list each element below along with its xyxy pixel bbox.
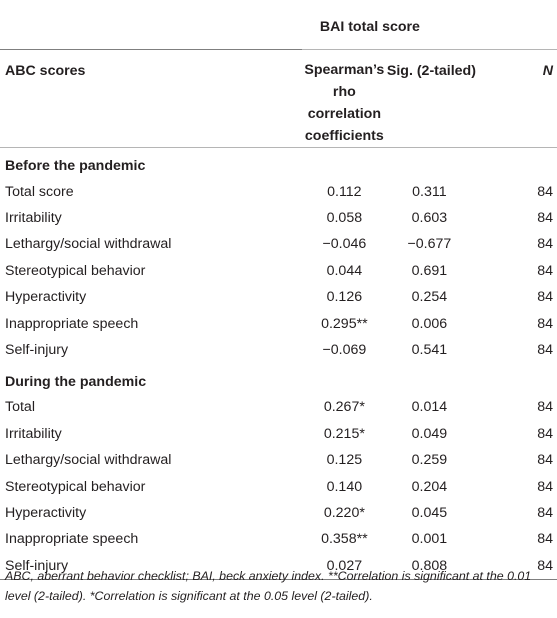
table-row: Lethargy/social withdrawal −0.046 −0.677 84 bbox=[0, 231, 557, 257]
table-row: Stereotypical behavior 0.044 0.691 84 bbox=[0, 258, 557, 284]
sig-value: 0.014 bbox=[411, 399, 448, 416]
section-title: Before the pandemic bbox=[0, 147, 557, 179]
row-label: Inappropriate speech bbox=[5, 315, 139, 332]
row-label: Lethargy/social withdrawal bbox=[5, 236, 172, 253]
sig-value: 0.204 bbox=[411, 478, 448, 495]
row-label: Stereotypical behavior bbox=[5, 262, 146, 279]
section-header-row: During the pandemic bbox=[0, 363, 557, 394]
rho-value: 0.358** bbox=[321, 531, 368, 548]
sig-value: 0.259 bbox=[411, 452, 448, 469]
column-header-abc: ABC scores bbox=[0, 49, 302, 148]
n-value: 84 bbox=[537, 236, 553, 253]
column-header-n: N bbox=[471, 49, 557, 148]
rho-value: 0.215* bbox=[323, 425, 365, 442]
row-label: Irritability bbox=[5, 210, 62, 227]
row-label: Self-injury bbox=[0, 552, 302, 580]
column-header-row: ABC scores Spearman’s rho correlation co… bbox=[0, 49, 557, 148]
rho-value: 0.295** bbox=[321, 315, 368, 332]
sig-value: 0.006 bbox=[411, 315, 448, 332]
sig-value: 0.045 bbox=[411, 504, 448, 521]
rho-value: 0.044 bbox=[326, 262, 363, 279]
table-row: Self-injury 0.027 0.808 84 bbox=[0, 552, 557, 580]
row-label: Lethargy/social withdrawal bbox=[5, 452, 172, 469]
sig-value: 0.541 bbox=[411, 342, 448, 359]
n-value: 84 bbox=[537, 399, 553, 416]
sig-value: 0.691 bbox=[411, 262, 448, 279]
sig-value: 0.808 bbox=[386, 552, 472, 580]
n-value: 84 bbox=[537, 478, 553, 495]
sig-value: 0.049 bbox=[411, 425, 448, 442]
row-label: Total score bbox=[5, 183, 74, 200]
table-row: Stereotypical behavior 0.140 0.204 84 bbox=[0, 473, 557, 499]
table-row: Total score 0.112 0.311 84 bbox=[0, 179, 557, 205]
section-title: During the pandemic bbox=[5, 373, 147, 390]
sig-value: 0.001 bbox=[411, 531, 448, 548]
table-row: Irritability 0.058 0.603 84 bbox=[0, 205, 557, 231]
section-header-row: Before the pandemic bbox=[0, 147, 557, 179]
n-value: 84 bbox=[537, 262, 553, 279]
n-value: 84 bbox=[537, 342, 553, 359]
n-value: 84 bbox=[537, 504, 553, 521]
row-label: Inappropriate speech bbox=[5, 531, 139, 548]
n-value: 84 bbox=[537, 425, 553, 442]
rho-value: 0.058 bbox=[326, 210, 363, 227]
correlation-table: BAI total score ABC scores Spearman’s rh… bbox=[0, 0, 557, 580]
n-value: 84 bbox=[537, 183, 553, 200]
table-row: Total 0.267* 0.014 84 bbox=[0, 394, 557, 420]
table-row: Inappropriate speech 0.295** 0.006 84 bbox=[0, 310, 557, 336]
group-header: BAI total score bbox=[301, 0, 557, 50]
column-header-rho: Spearman’s rho correlation coefficients bbox=[301, 49, 387, 148]
row-label: Irritability bbox=[5, 425, 62, 442]
sig-value: 0.254 bbox=[411, 289, 448, 306]
rho-value: 0.027 bbox=[301, 552, 387, 580]
table-row: Inappropriate speech 0.358** 0.001 84 bbox=[0, 526, 557, 552]
sig-value: 0.311 bbox=[412, 183, 447, 200]
table-row: Irritability 0.215* 0.049 84 bbox=[0, 421, 557, 447]
row-label: Hyperactivity bbox=[5, 289, 87, 306]
sig-value: −0.677 bbox=[407, 236, 452, 253]
rho-value: −0.069 bbox=[322, 342, 367, 359]
n-value: 84 bbox=[537, 315, 553, 332]
rho-value: 0.125 bbox=[326, 452, 363, 469]
row-label: Hyperactivity bbox=[5, 504, 87, 521]
sig-value: 0.603 bbox=[411, 210, 448, 227]
n-value: 84 bbox=[471, 552, 557, 580]
rho-value: 0.220* bbox=[323, 504, 365, 521]
rho-value: 0.126 bbox=[326, 289, 363, 306]
table-row: Hyperactivity 0.220* 0.045 84 bbox=[0, 500, 557, 526]
row-label: Self-injury bbox=[5, 342, 69, 359]
table-row: Lethargy/social withdrawal 0.125 0.259 84 bbox=[0, 447, 557, 473]
table-row: Hyperactivity 0.126 0.254 84 bbox=[0, 284, 557, 310]
rho-value: −0.046 bbox=[322, 236, 367, 253]
group-header-row: BAI total score bbox=[0, 0, 557, 50]
rho-value: 0.112 bbox=[327, 183, 362, 200]
n-value: 84 bbox=[537, 452, 553, 469]
rho-value: 0.267* bbox=[323, 399, 365, 416]
table-row: Self-injury −0.069 0.541 84 bbox=[0, 337, 557, 363]
rho-value: 0.140 bbox=[326, 478, 363, 495]
row-label: Total bbox=[5, 399, 35, 416]
n-value: 84 bbox=[537, 531, 553, 548]
column-header-sig: Sig. (2-tailed) bbox=[386, 49, 476, 148]
table-footnote: ABC, aberrant behavior checklist; BAI, b… bbox=[5, 569, 532, 603]
n-value: 84 bbox=[537, 210, 553, 227]
n-value: 84 bbox=[537, 289, 553, 306]
row-label: Stereotypical behavior bbox=[5, 478, 146, 495]
